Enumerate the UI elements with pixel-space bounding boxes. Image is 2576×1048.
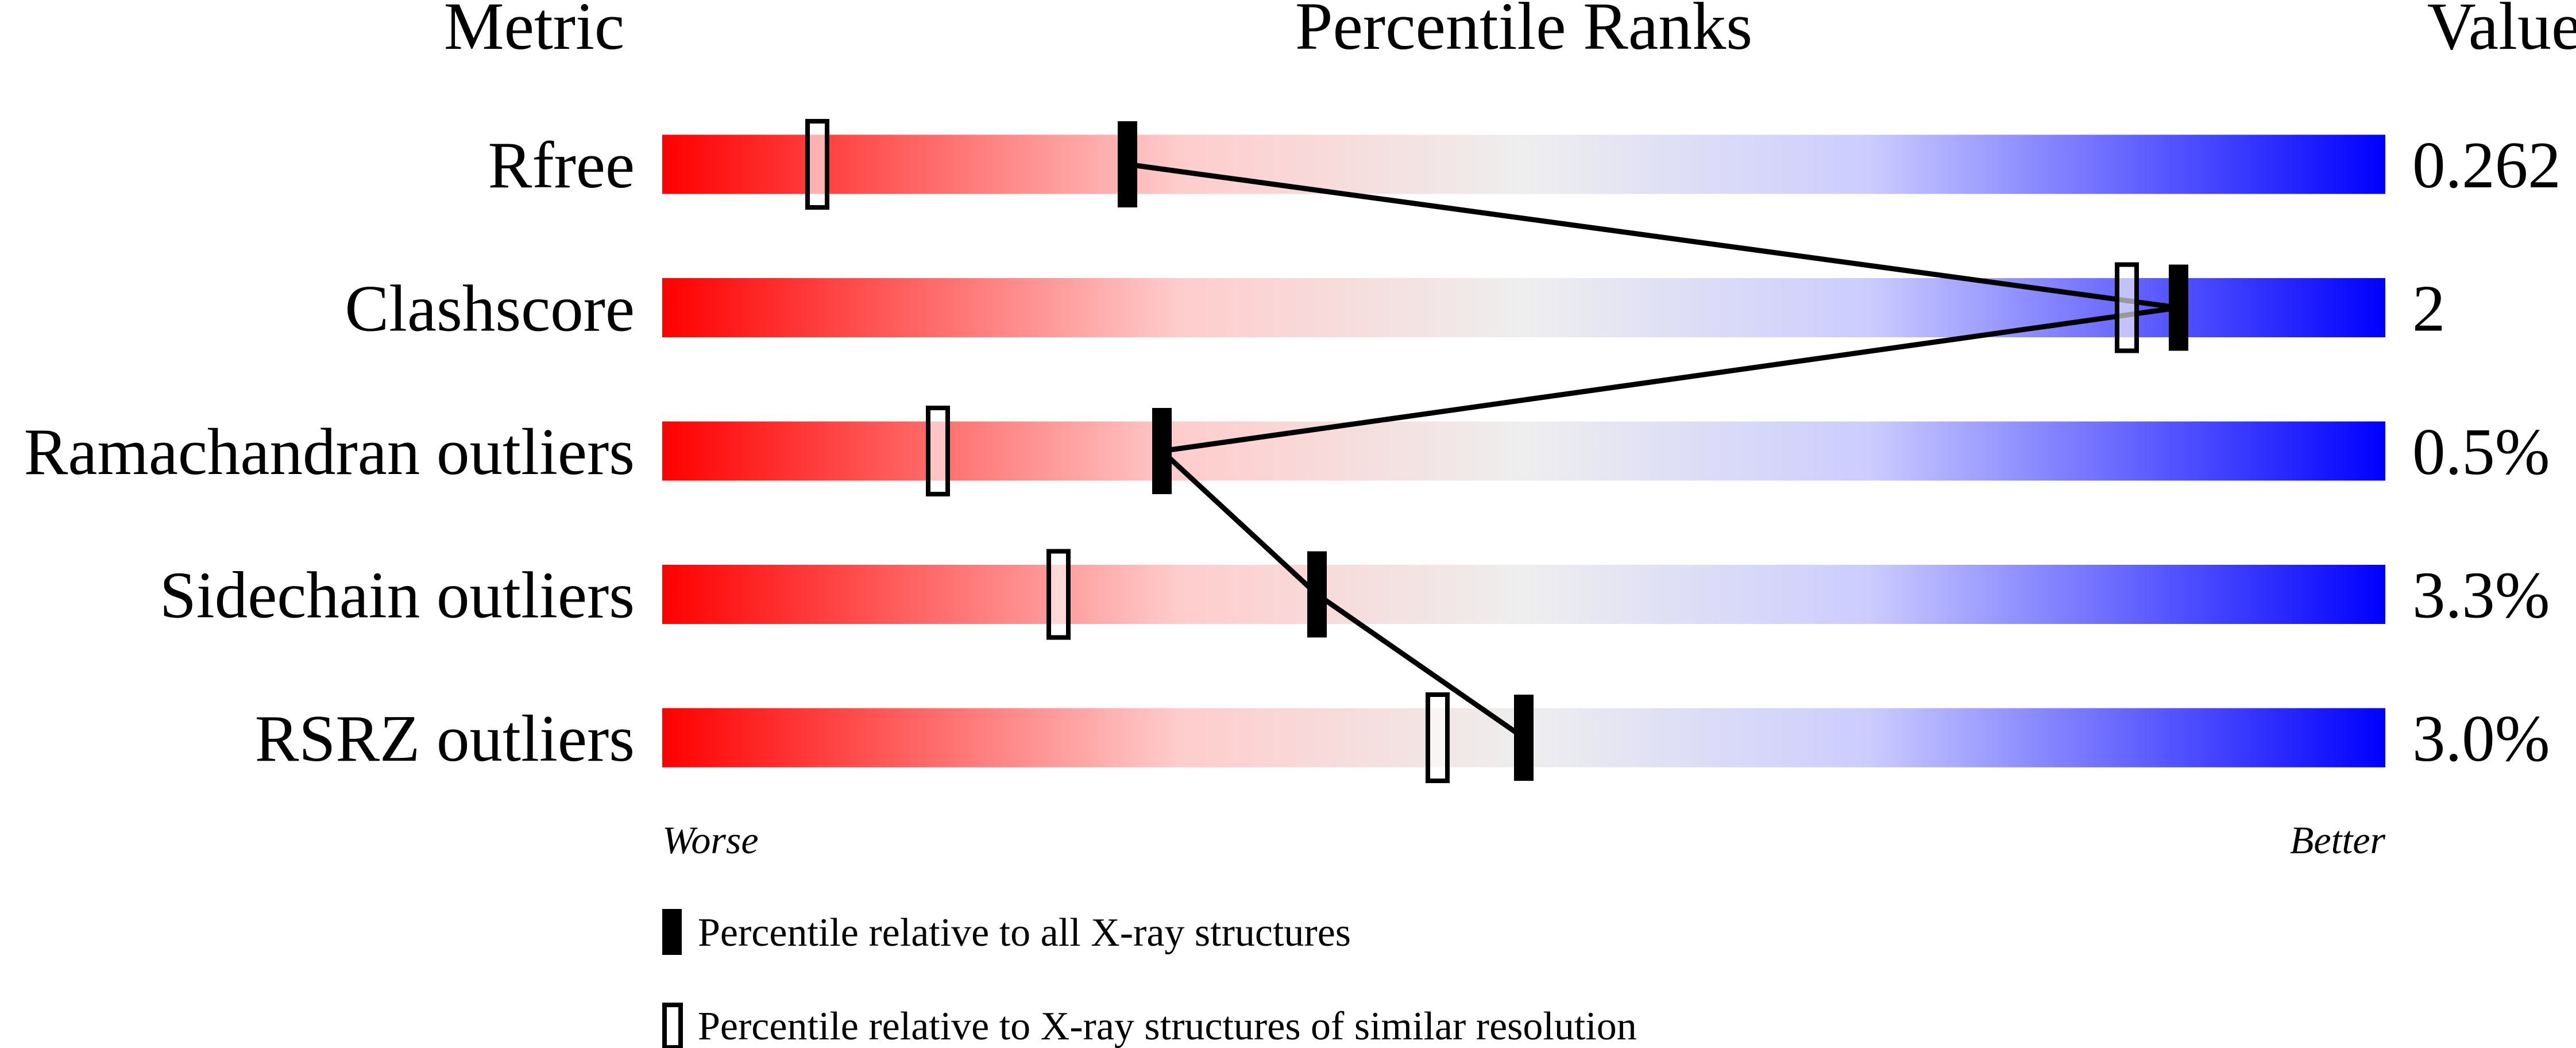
legend-label: Percentile relative to X-ray structures … [698,1004,1637,1048]
metric-value: 0.262 [2412,129,2561,202]
marker-all-structures [1307,551,1327,638]
metric-row: Ramachandran outliers 0.5% [24,415,2550,488]
marker-all-structures [1514,695,1534,781]
header-percentile-ranks: Percentile Ranks [1295,0,1752,64]
metric-label: Clashscore [345,272,635,345]
metric-row: RSRZ outliers 3.0% [255,702,2550,775]
legend-filled-marker [662,909,682,955]
marker-similar-resolution [1046,549,1071,640]
metric-value: 3.3% [2412,559,2550,632]
metric-value: 0.5% [2412,415,2550,488]
percentile-bar [662,565,2385,624]
marker-all-structures [1152,408,1172,494]
legend-item: Percentile relative to X-ray structures … [662,1003,1637,1048]
percentile-bar [662,421,2385,481]
marker-all-structures [1118,121,1137,207]
metric-value: 2 [2412,272,2446,345]
metric-value: 3.0% [2412,702,2550,775]
metric-label: Sidechain outliers [160,559,635,632]
metric-label: RSRZ outliers [255,702,635,775]
marker-similar-resolution [2115,262,2139,353]
marker-similar-resolution [805,119,829,210]
metric-label: Rfree [488,129,635,202]
better-label: Better [2290,818,2386,862]
legend-item: Percentile relative to all X-ray structu… [662,909,1351,955]
header-value: Value [2427,0,2576,64]
marker-similar-resolution [926,406,950,496]
metric-row: Clashscore 2 [345,272,2445,345]
worse-label: Worse [662,818,759,862]
marker-similar-resolution [1426,692,1450,783]
metric-row: Rfree 0.262 [488,129,2561,202]
metric-row: Sidechain outliers 3.3% [160,559,2550,632]
metric-label: Ramachandran outliers [24,415,635,488]
legend-open-marker [662,1003,683,1048]
header-metric: Metric [444,0,625,64]
legend-label: Percentile relative to all X-ray structu… [698,911,1351,955]
marker-all-structures [2169,264,2188,351]
percentile-bar [662,134,2385,194]
percentile-bar [662,278,2385,337]
